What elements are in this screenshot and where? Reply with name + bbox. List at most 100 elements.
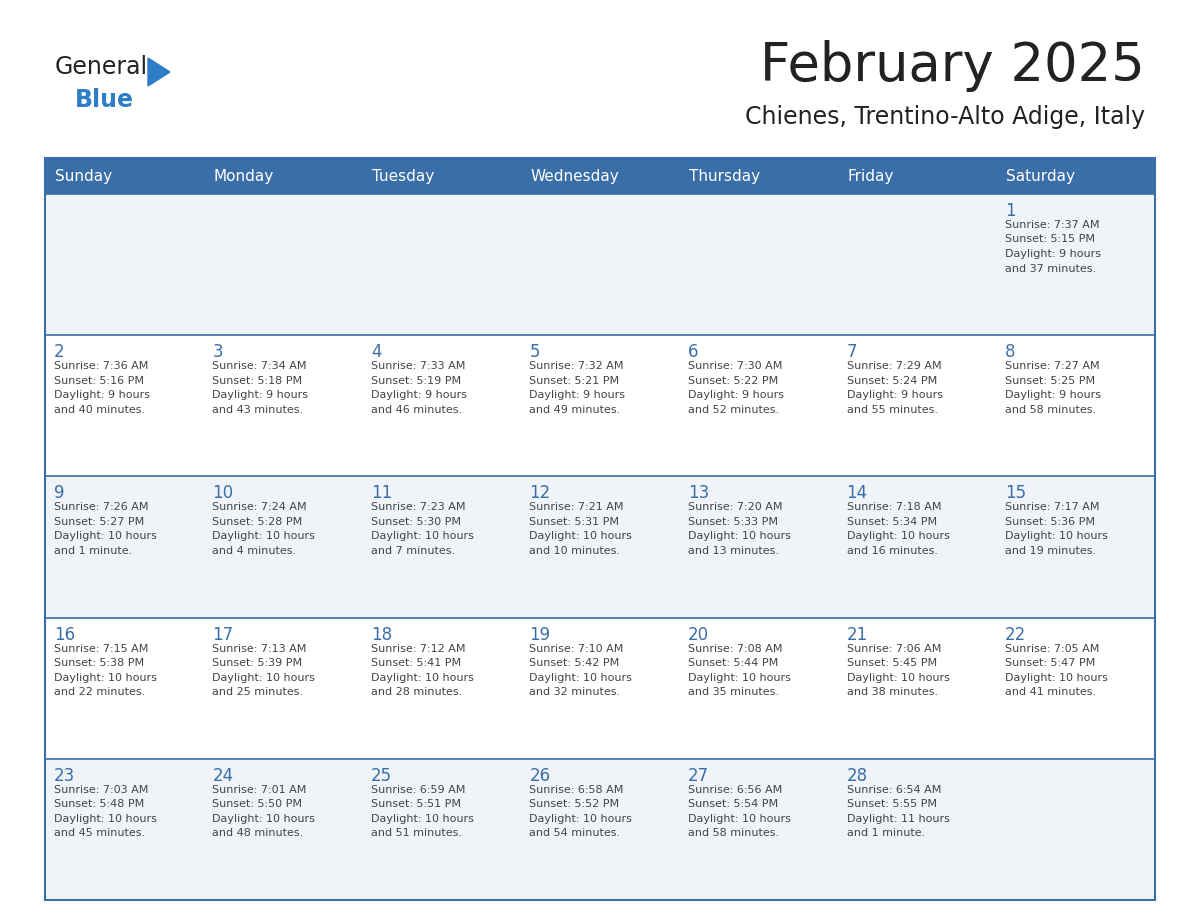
Text: Daylight: 10 hours: Daylight: 10 hours: [688, 673, 791, 683]
Text: Sunset: 5:19 PM: Sunset: 5:19 PM: [371, 375, 461, 386]
Text: Monday: Monday: [213, 169, 273, 184]
Text: and 28 minutes.: and 28 minutes.: [371, 687, 462, 697]
Bar: [362, 759, 520, 900]
Text: Daylight: 9 hours: Daylight: 9 hours: [1005, 249, 1101, 259]
Text: Sunset: 5:25 PM: Sunset: 5:25 PM: [1005, 375, 1095, 386]
Text: Tuesday: Tuesday: [372, 169, 434, 184]
Text: and 25 minutes.: and 25 minutes.: [213, 687, 303, 697]
Text: Chienes, Trentino-Alto Adige, Italy: Chienes, Trentino-Alto Adige, Italy: [745, 105, 1145, 129]
Bar: [680, 158, 838, 194]
Text: Daylight: 11 hours: Daylight: 11 hours: [847, 813, 949, 823]
Bar: [362, 618, 520, 759]
Bar: [520, 618, 680, 759]
Bar: [520, 158, 680, 194]
Text: and 1 minute.: and 1 minute.: [53, 546, 132, 556]
Text: Saturday: Saturday: [1006, 169, 1075, 184]
Text: and 37 minutes.: and 37 minutes.: [1005, 263, 1097, 274]
Text: Daylight: 10 hours: Daylight: 10 hours: [213, 673, 315, 683]
Text: 11: 11: [371, 485, 392, 502]
Text: February 2025: February 2025: [760, 40, 1145, 92]
Text: 12: 12: [530, 485, 551, 502]
Text: 19: 19: [530, 625, 550, 644]
Text: Sunrise: 7:10 AM: Sunrise: 7:10 AM: [530, 644, 624, 654]
Text: 14: 14: [847, 485, 867, 502]
Text: Sunset: 5:22 PM: Sunset: 5:22 PM: [688, 375, 778, 386]
Text: Sunset: 5:31 PM: Sunset: 5:31 PM: [530, 517, 619, 527]
Text: Sunrise: 7:05 AM: Sunrise: 7:05 AM: [1005, 644, 1100, 654]
Text: and 16 minutes.: and 16 minutes.: [847, 546, 937, 556]
Text: Sunrise: 6:59 AM: Sunrise: 6:59 AM: [371, 785, 466, 795]
Text: and 51 minutes.: and 51 minutes.: [371, 828, 462, 838]
Bar: [838, 476, 997, 618]
Text: Daylight: 9 hours: Daylight: 9 hours: [688, 390, 784, 400]
Text: Sunrise: 7:21 AM: Sunrise: 7:21 AM: [530, 502, 624, 512]
Text: 16: 16: [53, 625, 75, 644]
Text: Sunset: 5:21 PM: Sunset: 5:21 PM: [530, 375, 620, 386]
Bar: [45, 158, 1155, 900]
Text: and 41 minutes.: and 41 minutes.: [1005, 687, 1097, 697]
Text: Sunrise: 7:06 AM: Sunrise: 7:06 AM: [847, 644, 941, 654]
Bar: [997, 618, 1155, 759]
Text: Daylight: 10 hours: Daylight: 10 hours: [847, 673, 949, 683]
Text: Daylight: 9 hours: Daylight: 9 hours: [1005, 390, 1101, 400]
Text: and 46 minutes.: and 46 minutes.: [371, 405, 462, 415]
Bar: [45, 335, 203, 476]
Text: Daylight: 9 hours: Daylight: 9 hours: [847, 390, 942, 400]
Text: Sunset: 5:52 PM: Sunset: 5:52 PM: [530, 800, 620, 810]
Text: Sunrise: 7:20 AM: Sunrise: 7:20 AM: [688, 502, 783, 512]
Text: Sunrise: 7:27 AM: Sunrise: 7:27 AM: [1005, 361, 1100, 371]
Text: 10: 10: [213, 485, 233, 502]
Bar: [838, 158, 997, 194]
Text: 3: 3: [213, 343, 223, 361]
Text: and 58 minutes.: and 58 minutes.: [688, 828, 779, 838]
Text: Sunset: 5:36 PM: Sunset: 5:36 PM: [1005, 517, 1095, 527]
Text: Daylight: 10 hours: Daylight: 10 hours: [213, 532, 315, 542]
Text: and 38 minutes.: and 38 minutes.: [847, 687, 937, 697]
Text: and 32 minutes.: and 32 minutes.: [530, 687, 620, 697]
Text: and 40 minutes.: and 40 minutes.: [53, 405, 145, 415]
Text: 25: 25: [371, 767, 392, 785]
Text: 24: 24: [213, 767, 233, 785]
Text: 17: 17: [213, 625, 233, 644]
Bar: [520, 476, 680, 618]
Text: Sunrise: 6:54 AM: Sunrise: 6:54 AM: [847, 785, 941, 795]
Text: Sunrise: 7:13 AM: Sunrise: 7:13 AM: [213, 644, 307, 654]
Bar: [45, 194, 203, 335]
Bar: [203, 476, 362, 618]
Text: Sunrise: 7:08 AM: Sunrise: 7:08 AM: [688, 644, 783, 654]
Bar: [838, 759, 997, 900]
Text: Daylight: 9 hours: Daylight: 9 hours: [530, 390, 625, 400]
Text: Sunset: 5:33 PM: Sunset: 5:33 PM: [688, 517, 778, 527]
Text: 20: 20: [688, 625, 709, 644]
Text: Daylight: 10 hours: Daylight: 10 hours: [371, 673, 474, 683]
Text: and 49 minutes.: and 49 minutes.: [530, 405, 620, 415]
Bar: [520, 759, 680, 900]
Text: Sunrise: 7:17 AM: Sunrise: 7:17 AM: [1005, 502, 1100, 512]
Text: Sunset: 5:47 PM: Sunset: 5:47 PM: [1005, 658, 1095, 668]
Text: and 4 minutes.: and 4 minutes.: [213, 546, 297, 556]
Text: Daylight: 10 hours: Daylight: 10 hours: [688, 532, 791, 542]
Bar: [997, 759, 1155, 900]
Text: Sunrise: 7:18 AM: Sunrise: 7:18 AM: [847, 502, 941, 512]
Text: and 52 minutes.: and 52 minutes.: [688, 405, 779, 415]
Text: Thursday: Thursday: [689, 169, 760, 184]
Text: and 19 minutes.: and 19 minutes.: [1005, 546, 1097, 556]
Bar: [362, 194, 520, 335]
Text: 1: 1: [1005, 202, 1016, 220]
Bar: [997, 476, 1155, 618]
Text: Sunset: 5:48 PM: Sunset: 5:48 PM: [53, 800, 144, 810]
Text: Sunrise: 7:34 AM: Sunrise: 7:34 AM: [213, 361, 307, 371]
Text: Sunset: 5:41 PM: Sunset: 5:41 PM: [371, 658, 461, 668]
Text: Wednesday: Wednesday: [530, 169, 619, 184]
Text: Daylight: 10 hours: Daylight: 10 hours: [53, 673, 157, 683]
Text: and 54 minutes.: and 54 minutes.: [530, 828, 620, 838]
Text: and 10 minutes.: and 10 minutes.: [530, 546, 620, 556]
Text: Sunset: 5:51 PM: Sunset: 5:51 PM: [371, 800, 461, 810]
Text: 6: 6: [688, 343, 699, 361]
Text: Sunset: 5:28 PM: Sunset: 5:28 PM: [213, 517, 303, 527]
Text: 21: 21: [847, 625, 867, 644]
Bar: [680, 759, 838, 900]
Text: Daylight: 10 hours: Daylight: 10 hours: [371, 532, 474, 542]
Text: 7: 7: [847, 343, 857, 361]
Text: 4: 4: [371, 343, 381, 361]
